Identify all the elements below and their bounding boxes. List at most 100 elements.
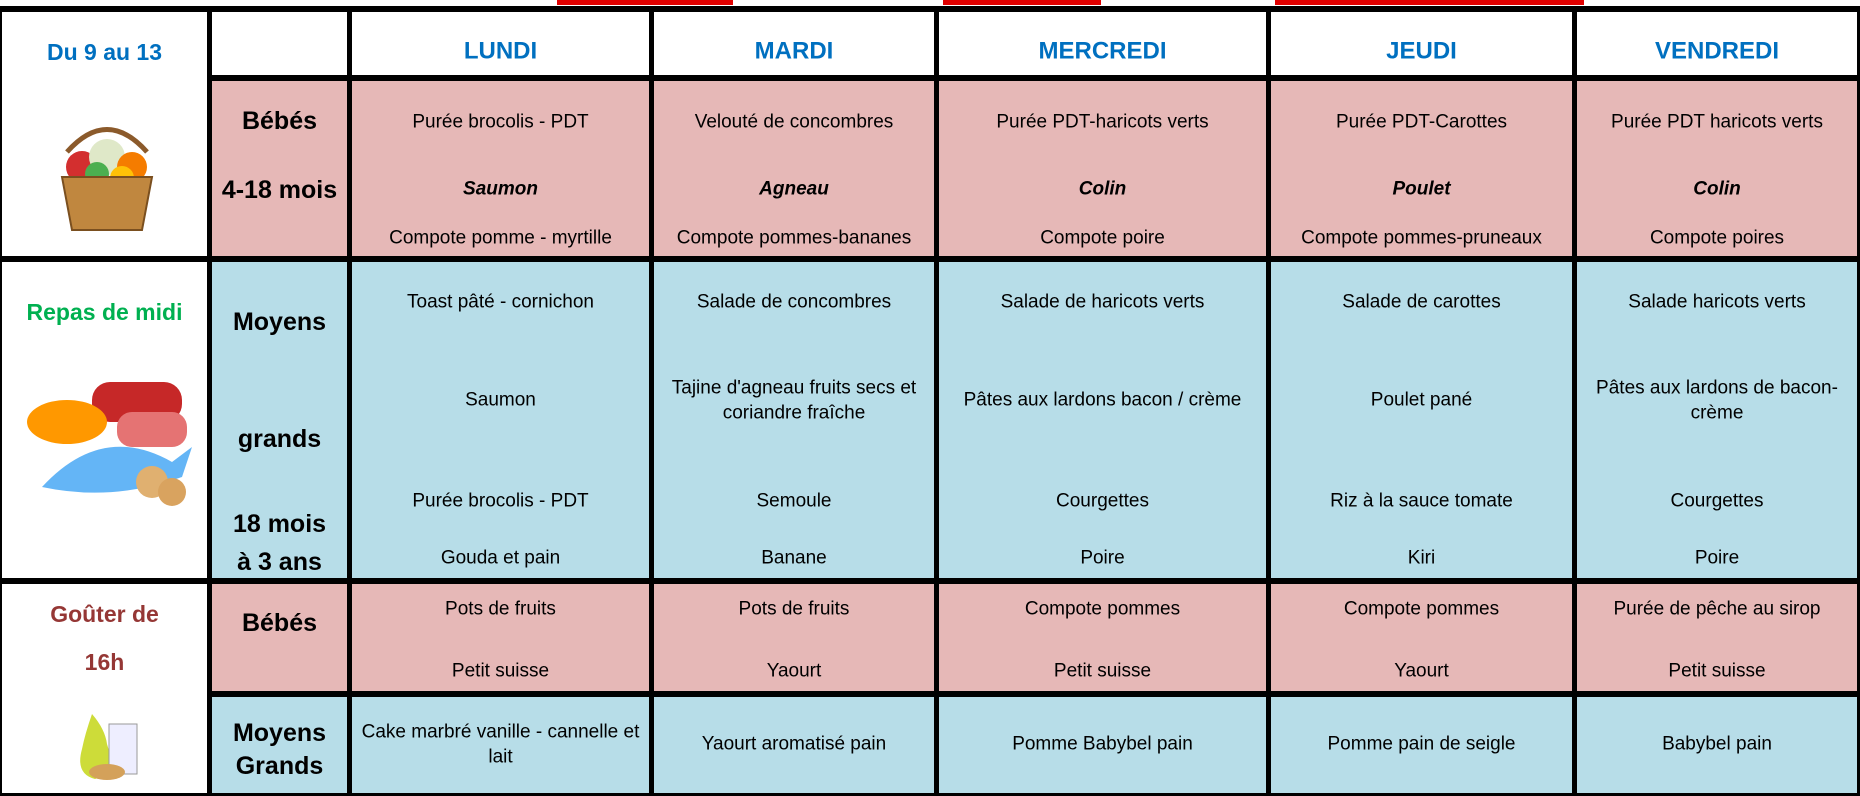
menu-item: Agneau — [759, 178, 829, 200]
menu-item: Toast pâté - cornichon — [407, 291, 594, 313]
lunch-title: Repas de midi — [26, 298, 183, 325]
menu-item: Compote pomme - myrtille — [389, 227, 612, 249]
row-label-cell: Bébés — [212, 584, 347, 691]
menu-item: Compote pommes-pruneaux — [1301, 227, 1542, 249]
menu-item: Poulet — [1392, 178, 1451, 200]
day-header: MERCREDI — [1038, 37, 1167, 65]
menu-item: Petit suisse — [1668, 660, 1766, 682]
menu-item: Salade de haricots verts — [1000, 291, 1205, 313]
menu-item: Salade de concombres — [696, 291, 892, 313]
menu-item: Kiri — [1407, 547, 1436, 569]
header-cell: MARDI — [654, 12, 934, 75]
menu-cell: Salade de haricots verts Pâtes aux lardon… — [939, 262, 1266, 578]
header-cell: JEUDI — [1271, 12, 1572, 75]
menu-item: Poulet pané — [1370, 389, 1473, 411]
menu-cell: Compote pommes Yaourt — [1271, 584, 1572, 691]
menu-cell: Toast pâté - cornichon Saumon Purée brocol… — [352, 262, 649, 578]
menu-item: Riz à la sauce tomate — [1330, 490, 1513, 512]
menu-item: Pomme pain de seigle — [1327, 733, 1516, 755]
menu-item: Compote poires — [1649, 227, 1785, 249]
header-cell: VENDREDI — [1577, 12, 1857, 75]
menu-item: Compote poire — [1040, 227, 1165, 249]
picture — [47, 112, 167, 242]
menu-item: Babybel pain — [1662, 733, 1772, 755]
menu-item: Semoule — [756, 490, 832, 512]
menu-item: Pots de fruits — [738, 598, 850, 620]
row-label: 18 mois — [232, 510, 327, 539]
menu-item: Petit suisse — [451, 660, 550, 682]
row-label: Bébés — [241, 608, 318, 637]
top-bar — [943, 0, 1101, 5]
menu-cell: Purée PDT haricots verts Colin Compote poi… — [1577, 81, 1857, 256]
menu-item: Courgettes — [1670, 490, 1764, 512]
menu-item: Poire — [1080, 547, 1125, 569]
menu-item: Purée brocolis - PDT — [412, 111, 589, 133]
menu-cell: Velouté de concombres Agneau Compote pomme… — [654, 81, 934, 256]
side-cell: Du 9 au 13 — [2, 12, 207, 256]
menu-item: Banane — [761, 547, 827, 569]
menu-item: Cake marbré vanille - cannelle et lait — [361, 721, 640, 767]
header-cell — [212, 12, 347, 75]
menu-item: Purée brocolis - PDT — [412, 490, 589, 512]
menu-cell: Salade de concombres Tajine d'agneau frui… — [654, 262, 934, 578]
menu-cell: Babybel pain — [1577, 697, 1857, 793]
top-bar — [1275, 0, 1584, 5]
menu-cell: Purée brocolis - PDT Saumon Compote pomme … — [352, 81, 649, 256]
row-label: grands — [237, 424, 322, 453]
picture — [22, 352, 197, 522]
side-cell: Goûter de 16h — [2, 584, 207, 793]
menu-item: Courgettes — [1056, 490, 1149, 512]
menu-cell: Pots de fruits Petit suisse — [352, 584, 649, 691]
menu-item: Yaourt — [1394, 660, 1449, 682]
row-label: à 3 ans — [237, 547, 322, 576]
snack-title: Goûter de 16h — [50, 601, 159, 676]
row-label: Grands — [235, 751, 324, 780]
menu-cell: Pomme Babybel pain — [939, 697, 1266, 793]
row-label-cell: Bébés 4-18 mois — [212, 81, 347, 256]
menu-item: Pâtes aux lardons de bacon-crème — [1596, 377, 1838, 424]
day-header: LUNDI — [463, 37, 538, 65]
menu-item: Purée PDT-haricots verts — [996, 111, 1209, 133]
day-header: VENDREDI — [1654, 37, 1780, 65]
menu-item: Velouté de concombres — [694, 111, 894, 133]
menu-item: Compote pommes — [1024, 598, 1181, 620]
menu-item: Compote pommes-bananes — [676, 227, 912, 249]
menu-item: Poire — [1694, 547, 1740, 569]
picture — [77, 704, 142, 784]
row-label: Moyens — [232, 307, 327, 336]
row-label: Moyens — [232, 719, 327, 748]
menu-cell: Salade de carottes Poulet pané Riz à la sa… — [1271, 262, 1572, 578]
menu-item: Colin — [1693, 178, 1741, 200]
menu-item: Salade haricots verts — [1628, 291, 1806, 313]
menu-item: Saumon — [465, 389, 536, 411]
menu-item: Colin — [1078, 178, 1127, 200]
menu-cell: Purée PDT-haricots verts Colin Compote poi… — [939, 81, 1266, 256]
top-bar — [557, 0, 733, 5]
menu-item: Compote pommes — [1343, 598, 1500, 620]
menu-item: Salade de carottes — [1342, 291, 1501, 313]
day-header: MARDI — [754, 37, 834, 65]
menu-item: Gouda et pain — [440, 547, 561, 569]
menu-table: Du 9 au 13 Repas de midi Goûter de 16h LUND… — [0, 6, 1860, 796]
menu-item: Yaourt aromatisé pain — [701, 733, 887, 755]
menu-item: Purée PDT haricots verts — [1611, 111, 1823, 133]
menu-item: Yaourt — [766, 660, 822, 682]
header-cell: LUNDI — [352, 12, 649, 75]
header-cell: MERCREDI — [939, 12, 1266, 75]
row-label-cell: Moyens grands 18 mois à 3 ans — [212, 262, 347, 578]
menu-item: Tajine d'agneau fruits secs et coriandre… — [671, 377, 917, 424]
menu-cell: Compote pommes Petit suisse — [939, 584, 1266, 691]
menu-item: Pâtes aux lardons bacon / crème — [963, 389, 1242, 411]
menu-item: Petit suisse — [1053, 660, 1152, 682]
day-header: JEUDI — [1386, 37, 1457, 65]
menu-cell: Yaourt aromatisé pain — [654, 697, 934, 793]
row-label: 4-18 mois — [221, 175, 338, 204]
row-label: Bébés — [241, 107, 318, 135]
period-title: Du 9 au 13 — [46, 39, 163, 66]
menu-item: Purée de pêche au sirop — [1613, 598, 1821, 620]
menu-cell: Pots de fruits Yaourt — [654, 584, 934, 691]
menu-cell: Pomme pain de seigle — [1271, 697, 1572, 793]
menu-item: Purée PDT-Carottes — [1335, 111, 1508, 133]
menu-cell: Salade haricots verts Pâtes aux lardons d… — [1577, 262, 1857, 578]
